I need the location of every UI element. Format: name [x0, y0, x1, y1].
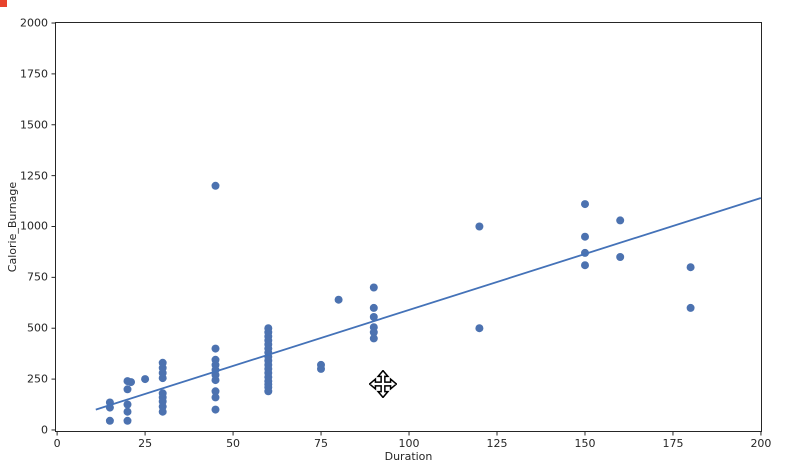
x-tick-label: 150 — [574, 437, 596, 450]
corner-marker — [0, 0, 7, 7]
y-tick-label: 2000 — [20, 16, 48, 30]
x-tick-label: 125 — [486, 437, 508, 450]
y-tick-label: 1750 — [20, 67, 48, 81]
y-tick-label: 1000 — [20, 219, 48, 233]
x-tick-label: 50 — [226, 437, 241, 450]
x-tick-label: 200 — [750, 437, 772, 450]
move-cursor-icon — [369, 370, 397, 398]
x-tick-label: 175 — [662, 437, 684, 450]
x-tick-label: 100 — [398, 437, 420, 450]
y-tick-label: 1500 — [20, 118, 48, 132]
plot-area[interactable] — [55, 22, 762, 432]
x-tick-label: 75 — [314, 437, 329, 450]
y-tick-label: 1250 — [20, 169, 48, 183]
y-tick-label: 0 — [41, 423, 48, 437]
x-tick-label: 25 — [138, 437, 153, 450]
x-axis-label: Duration — [384, 450, 433, 463]
y-tick-label: 750 — [27, 270, 48, 284]
y-tick-label: 500 — [27, 321, 48, 335]
x-tick-label: 0 — [53, 437, 61, 450]
y-tick-label: 250 — [27, 372, 48, 386]
